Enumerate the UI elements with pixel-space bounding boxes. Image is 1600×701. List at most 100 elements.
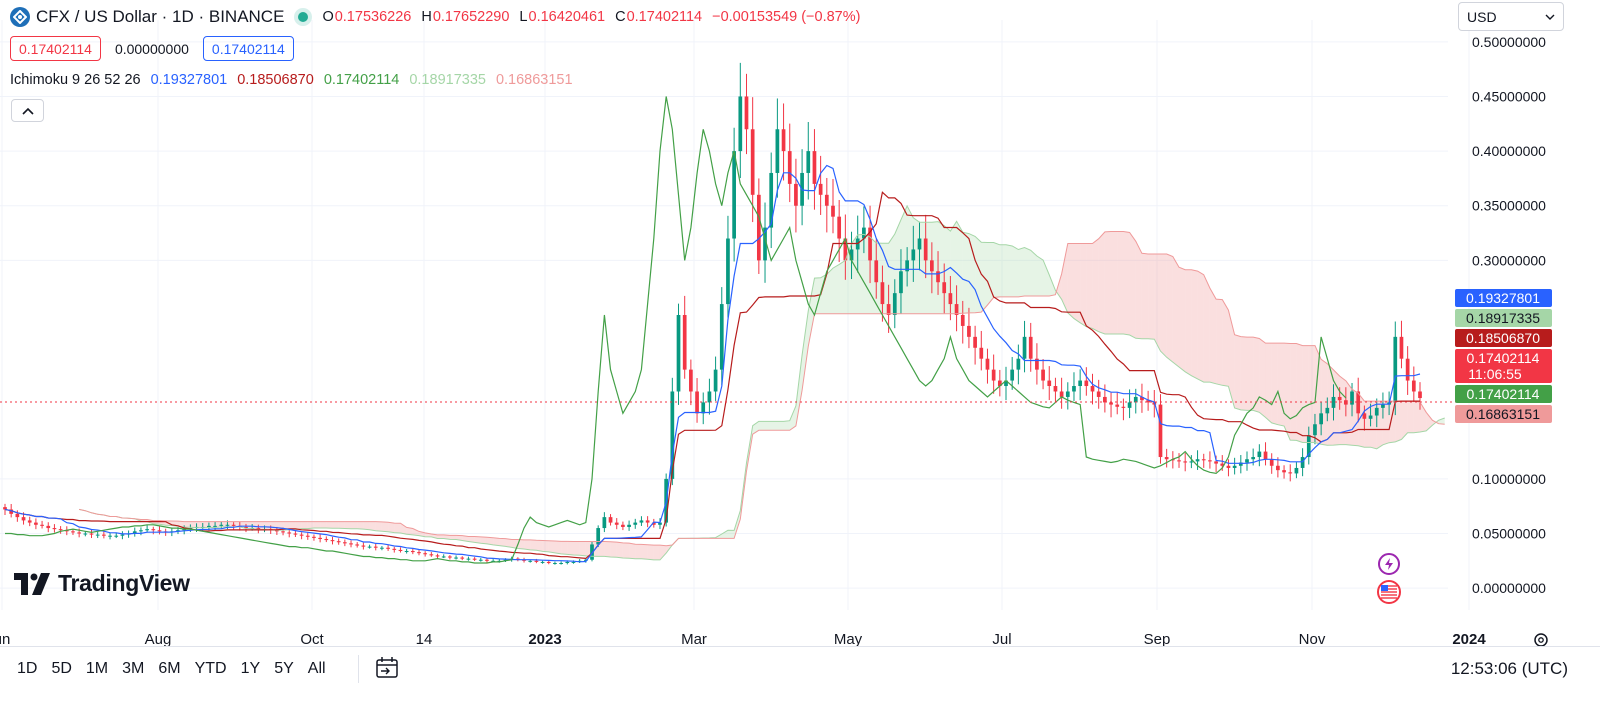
- range-1y-button[interactable]: 1Y: [240, 660, 261, 677]
- candle: [1313, 413, 1317, 445]
- candle: [89, 529, 94, 539]
- cloud-segment: [1382, 401, 1390, 445]
- open-key: O: [322, 9, 334, 25]
- cloud-segment: [227, 521, 234, 527]
- candle: [849, 231, 854, 280]
- us-flag-icon[interactable]: [1377, 580, 1401, 604]
- candle: [1393, 321, 1398, 416]
- currency-select[interactable]: USD: [1458, 2, 1564, 31]
- cloud-segment: [629, 543, 636, 559]
- sell-price-box[interactable]: 0.17402114: [10, 36, 101, 61]
- candle: [960, 300, 965, 344]
- candle: [466, 556, 471, 561]
- candle: [1368, 403, 1373, 427]
- close-key: C: [615, 9, 626, 25]
- candle: [899, 249, 903, 314]
- candle: [670, 377, 675, 486]
- candle: [417, 549, 421, 556]
- cloud-segment: [1043, 260, 1050, 296]
- candle: [102, 531, 106, 539]
- candle: [824, 177, 829, 233]
- time-tick-label: Nov: [1299, 631, 1326, 648]
- cloud-segment: [1271, 343, 1278, 425]
- cloud-segment: [1197, 271, 1204, 383]
- candle: [645, 516, 650, 528]
- range-1d-button[interactable]: 1D: [17, 660, 38, 677]
- time-axis[interactable]: un Aug Oct 14 2023 Mar May Jul Sep Nov 2024: [0, 631, 1548, 648]
- settings-icon[interactable]: [1534, 633, 1548, 647]
- cloud-segment: [486, 537, 494, 545]
- candle: [559, 561, 563, 565]
- range-5d-button[interactable]: 5D: [51, 660, 72, 677]
- range-3m-button[interactable]: 3M: [122, 660, 145, 677]
- cloud-segment: [598, 541, 605, 557]
- cloud-segment: [548, 540, 555, 553]
- candle: [1183, 452, 1188, 472]
- cloud-segment: [456, 535, 463, 541]
- buy-price-box[interactable]: 0.17402114: [202, 36, 294, 61]
- cloud-segment: [1420, 402, 1427, 433]
- range-1m-button[interactable]: 1M: [85, 660, 109, 677]
- utc-clock[interactable]: 12:53:06 (UTC): [1450, 659, 1568, 678]
- cloud-segment: [777, 421, 784, 431]
- candle: [1078, 369, 1083, 401]
- cloud-segment: [1284, 343, 1291, 441]
- candle: [1232, 457, 1237, 475]
- cloud-segment: [721, 530, 728, 539]
- candle: [472, 557, 477, 562]
- symbol-title[interactable]: CFX / US Dollar · 1D · BINANCE: [36, 7, 285, 26]
- candle: [1053, 377, 1058, 403]
- candle: [410, 548, 415, 555]
- range-5y-button[interactable]: 5Y: [274, 660, 294, 677]
- price-axis[interactable]: 0.50000000 0.45000000 0.40000000 0.35000000…: [1472, 34, 1546, 596]
- candle: [1041, 359, 1045, 390]
- cloud-segment: [758, 421, 766, 431]
- cloud-segment: [493, 537, 500, 546]
- indicator-legend[interactable]: Ichimoku 9 26 52 26 0.19327801 0.1850687…: [10, 72, 573, 88]
- range-ytd-button[interactable]: YTD: [194, 660, 227, 677]
- candle: [837, 199, 842, 263]
- cloud-segment: [505, 538, 512, 548]
- cloud-segment: [326, 521, 333, 529]
- candle: [627, 520, 631, 531]
- candle: [132, 527, 137, 537]
- candle: [318, 534, 322, 543]
- cloud-segment: [1154, 253, 1161, 352]
- cloud-segment: [765, 421, 772, 431]
- cloud-segment: [542, 540, 549, 552]
- candle: [1208, 451, 1212, 469]
- bottom-toolbar: 1D 5D 1M 3M 6M YTD 1Y 5Y All 12:53:06 (U…: [0, 646, 1600, 701]
- candle: [1411, 366, 1416, 403]
- tradingview-logo[interactable]: TradingView: [14, 570, 190, 597]
- collapse-legend-button[interactable]: [11, 99, 44, 122]
- candle: [1010, 356, 1015, 390]
- range-all-button[interactable]: All: [307, 660, 326, 677]
- candle: [991, 354, 996, 394]
- candle: [651, 518, 656, 528]
- candle: [58, 526, 63, 534]
- candle: [596, 525, 601, 548]
- candle: [979, 330, 984, 371]
- cloud-segment: [1339, 376, 1346, 445]
- cloud-segment: [1345, 380, 1353, 446]
- cloud-segment: [1401, 401, 1408, 440]
- cloud-segment: [950, 221, 957, 314]
- candle: [1282, 465, 1286, 479]
- candle: [843, 214, 848, 280]
- candle: [812, 129, 817, 210]
- candle: [52, 524, 57, 533]
- candle: [763, 202, 767, 283]
- candle: [1084, 367, 1089, 396]
- lightning-icon[interactable]: [1378, 553, 1400, 575]
- cloud-segment: [1117, 231, 1124, 335]
- cloud-segment: [1024, 247, 1031, 296]
- cloud-segment: [388, 522, 395, 533]
- cloud-segment: [381, 521, 389, 532]
- candle: [1319, 402, 1323, 436]
- cloud-segment: [178, 521, 185, 528]
- calendar-range-icon[interactable]: [374, 655, 400, 681]
- candle: [701, 392, 706, 425]
- range-6m-button[interactable]: 6M: [158, 660, 181, 677]
- cloud-segment: [956, 221, 963, 314]
